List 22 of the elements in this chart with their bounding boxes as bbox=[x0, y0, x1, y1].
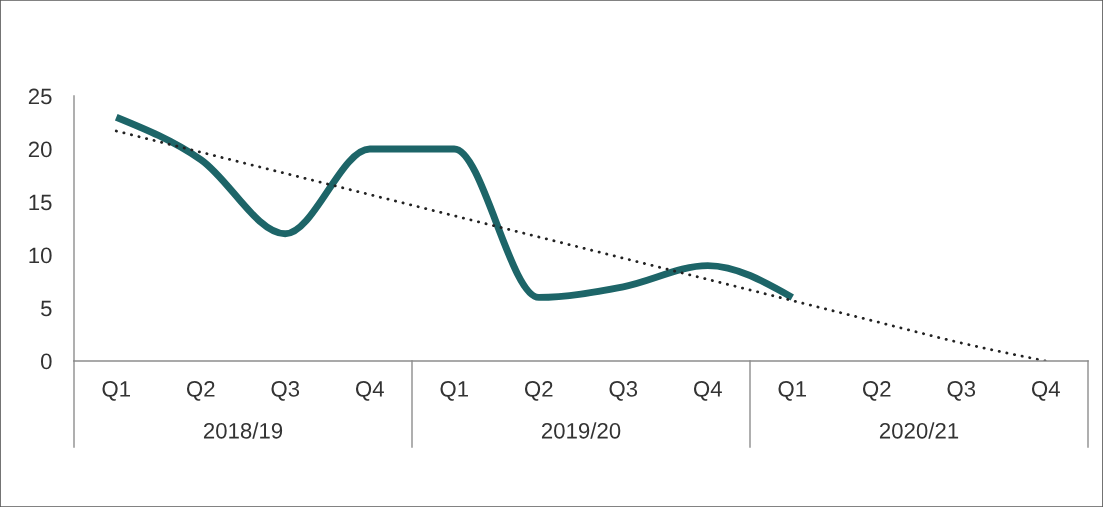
x-tick-label: Q2 bbox=[862, 381, 891, 401]
x-tick-label: Q2 bbox=[186, 381, 215, 401]
y-tick-label: 10 bbox=[29, 247, 52, 264]
text: 2020/21 bbox=[879, 422, 959, 439]
x-tick-label: Q3 bbox=[609, 381, 638, 401]
y-tick-label: 5 bbox=[41, 300, 52, 317]
x-tick-label: Q1 bbox=[440, 381, 468, 401]
x-tick-label: Q4 bbox=[1031, 381, 1060, 401]
text: 2019/20 bbox=[541, 422, 621, 439]
x-tick-label: Q2 bbox=[524, 381, 553, 401]
text: 2018/19 bbox=[203, 422, 283, 439]
y-tick-label: 25 bbox=[28, 88, 52, 105]
x-tick-label: Q3 bbox=[947, 381, 976, 401]
x-tick-label: Q4 bbox=[693, 381, 722, 401]
x-tick-label: Q1 bbox=[778, 381, 806, 401]
x-tick-label: Q4 bbox=[355, 381, 384, 401]
y-tick-label: 20 bbox=[28, 141, 52, 158]
y-tick-label: 0 bbox=[40, 353, 52, 370]
y-tick-label: 15 bbox=[29, 194, 52, 211]
x-tick-label: Q3 bbox=[271, 381, 300, 401]
line-series bbox=[114, 129, 1048, 361]
x-tick-label: Q1 bbox=[102, 381, 130, 401]
